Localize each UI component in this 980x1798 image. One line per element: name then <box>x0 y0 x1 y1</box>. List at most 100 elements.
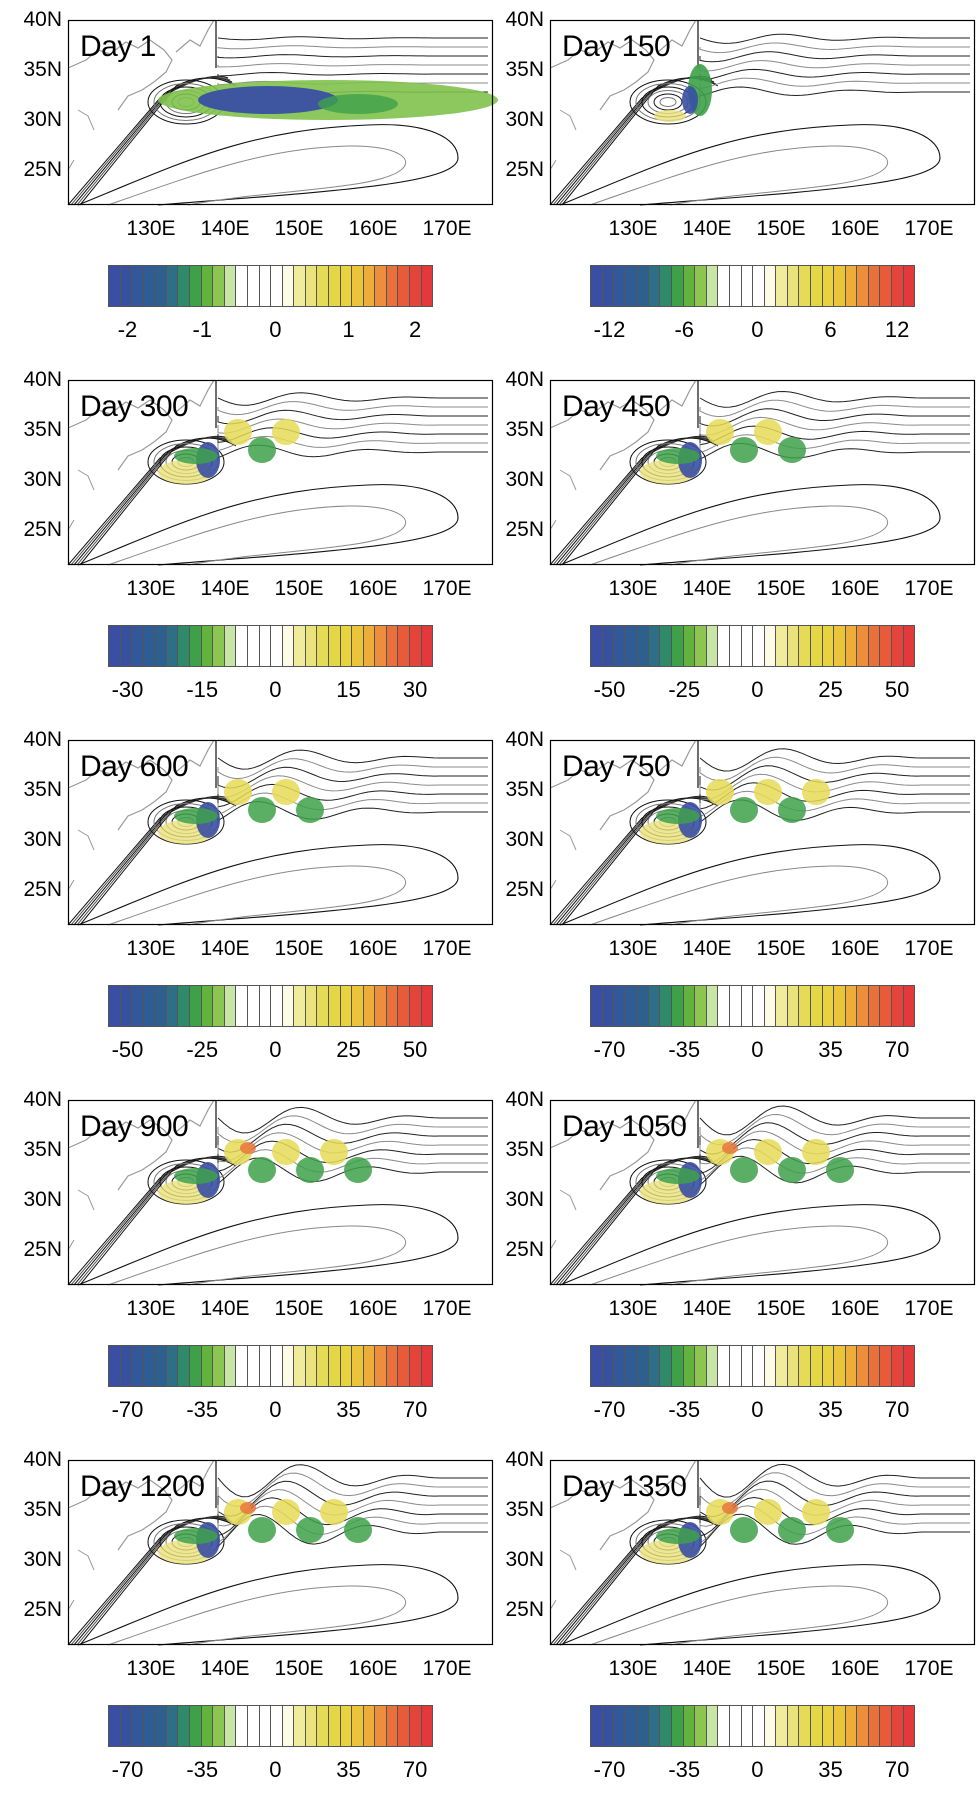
colorbar-swatch <box>672 1706 684 1746</box>
map-panel: Day 1350 40N 35N 30N 25N 130E 140E 150E 160E 170E… <box>490 1448 976 1790</box>
colorbar-swatch <box>363 266 376 306</box>
colorbar-swatch <box>787 1706 800 1746</box>
colorbar-swatch <box>706 266 719 306</box>
longitude-label: 150E <box>756 937 806 960</box>
colorbar-swatch <box>178 626 191 666</box>
colorbar-tick-label: 0 <box>269 1397 282 1422</box>
longitude-label: 140E <box>682 937 732 960</box>
colorbar-swatch <box>648 986 661 1026</box>
colorbar-swatch <box>421 266 433 306</box>
colorbar-swatch <box>386 626 399 666</box>
latitude-label: 40N <box>505 368 544 391</box>
colorbar-swatch <box>317 266 329 306</box>
colorbar-swatch <box>166 266 179 306</box>
colorbar-swatch <box>602 626 615 666</box>
latitude-label: 40N <box>505 1088 544 1111</box>
colorbar-swatch <box>892 1346 904 1386</box>
colorbar-swatch <box>178 986 191 1026</box>
longitude-label: 150E <box>274 577 324 600</box>
longitude-label: 150E <box>756 217 806 240</box>
colorbar-swatch <box>880 626 893 666</box>
colorbar-swatch <box>764 1346 777 1386</box>
longitude-label: 160E <box>348 217 398 240</box>
colorbar-tick-label: 0 <box>751 1397 764 1422</box>
colorbar-swatch <box>271 626 283 666</box>
colorbar-swatch <box>625 1346 638 1386</box>
anomaly-shading <box>174 1528 218 1544</box>
anomaly-shading <box>754 1499 782 1525</box>
anomaly-shading <box>318 94 398 114</box>
colorbar-swatch <box>305 1706 318 1746</box>
map-panel: Day 1 40N 35N 30N 25N 130E 140E 150E 160E 170E -2 -… <box>8 8 498 350</box>
colorbar-swatch <box>375 626 387 666</box>
longitude-label: 130E <box>126 577 176 600</box>
colorbar-swatch <box>648 1346 661 1386</box>
longitude-label: 140E <box>682 217 732 240</box>
colorbar-tick-label: 70 <box>402 1397 428 1422</box>
colorbar-swatch <box>799 626 811 666</box>
colorbar-swatch <box>201 1706 214 1746</box>
longitude-label: 140E <box>682 1657 732 1680</box>
longitude-label: 130E <box>126 1297 176 1320</box>
map-panel: Day 750 40N 35N 30N 25N 130E 140E 150E 160E 170E -… <box>490 728 976 1070</box>
latitude-label: 25N <box>23 158 62 181</box>
colorbar-tick-label: 0 <box>269 677 282 702</box>
colorbar-tick-label: -35 <box>668 1397 701 1422</box>
colorbar-swatch <box>834 266 846 306</box>
day-label: Day 1 <box>80 30 156 63</box>
colorbar-tick-label: 35 <box>336 1757 361 1782</box>
colorbar-swatch <box>282 266 295 306</box>
colorbar-swatch <box>706 986 719 1026</box>
colorbar-swatch <box>213 626 225 666</box>
colorbar-swatch <box>143 626 156 666</box>
colorbar-swatch <box>328 986 341 1026</box>
colorbar-swatch <box>857 986 869 1026</box>
colorbar-swatch <box>143 266 156 306</box>
colorbar-swatch <box>386 266 399 306</box>
colorbar-swatch <box>271 986 283 1026</box>
colorbar-swatch <box>328 266 341 306</box>
colorbar-swatch <box>375 1346 387 1386</box>
colorbar-swatch <box>672 266 684 306</box>
anomaly-shading <box>272 419 300 445</box>
anomaly-shading <box>682 86 698 114</box>
anomaly-shading <box>730 1517 758 1543</box>
colorbar-swatch <box>224 266 237 306</box>
colorbar-swatch <box>340 986 353 1026</box>
day-label: Day 1050 <box>562 1110 687 1143</box>
colorbar-swatch <box>741 626 754 666</box>
longitude-label: 130E <box>126 937 176 960</box>
colorbar-swatch <box>868 1346 881 1386</box>
colorbar-swatch <box>224 1346 237 1386</box>
colorbar-swatch <box>834 1346 846 1386</box>
longitude-label: 130E <box>126 217 176 240</box>
colorbar-swatch <box>201 986 214 1026</box>
colorbar-swatch <box>857 266 869 306</box>
colorbar-swatch <box>375 1706 387 1746</box>
colorbar-swatch <box>764 986 777 1026</box>
colorbar-swatch <box>637 626 649 666</box>
colorbar-swatch <box>868 1706 881 1746</box>
longitude-label: 150E <box>756 577 806 600</box>
colorbar-swatch <box>799 266 811 306</box>
colorbar-swatch <box>729 986 742 1026</box>
colorbar <box>590 625 915 667</box>
colorbar-swatch <box>776 1706 788 1746</box>
colorbar-swatch <box>282 986 295 1026</box>
colorbar-swatch <box>591 266 603 306</box>
day-label: Day 900 <box>80 1110 189 1143</box>
colorbar-swatch <box>903 1346 915 1386</box>
map-plot <box>549 1459 976 1646</box>
latitude-label: 30N <box>23 1548 62 1571</box>
colorbar-tick-label: 35 <box>336 1397 361 1422</box>
colorbar-swatch <box>787 266 800 306</box>
colorbar-swatch <box>706 626 719 666</box>
colorbar-swatch <box>132 1346 144 1386</box>
colorbar-swatch <box>857 1706 869 1746</box>
colorbar-tick-label: 0 <box>751 1757 764 1782</box>
colorbar-swatch <box>880 266 893 306</box>
longitude-label: 140E <box>200 577 250 600</box>
colorbar-swatch <box>810 1706 823 1746</box>
colorbar-swatch <box>247 626 260 666</box>
colorbar-swatch <box>398 1706 411 1746</box>
